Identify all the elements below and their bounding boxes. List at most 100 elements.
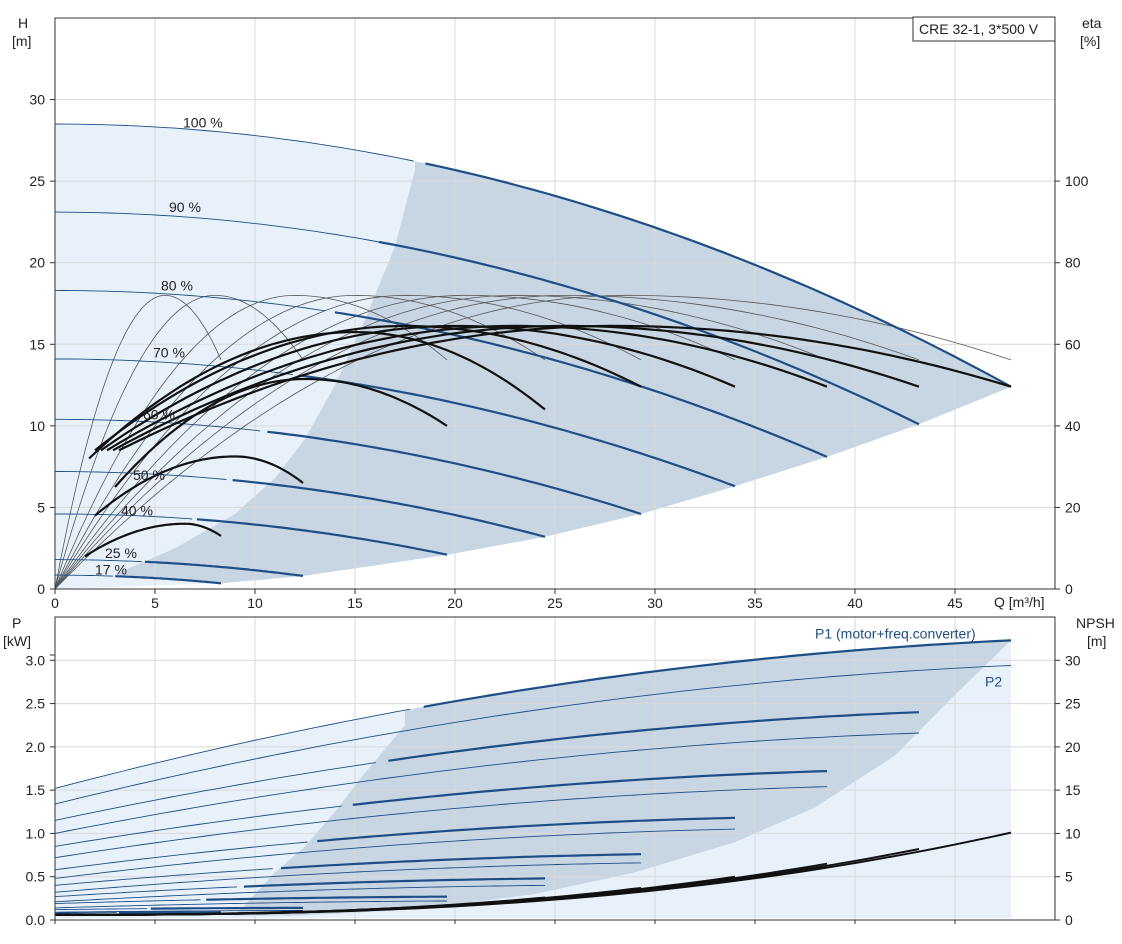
speed-label: 25 % xyxy=(105,545,137,561)
speed-curve-thin xyxy=(54,123,414,162)
speed-curve-thin xyxy=(55,559,142,563)
efficiency-curve xyxy=(106,324,828,452)
region-operating xyxy=(115,161,1011,584)
y-axis-title-left-line2: [m] xyxy=(12,33,31,49)
head-axes: 0 5 10 15 20 25 30 35 40 45 0 5 10 15 20 25 30 0 20 40 60 80 1… xyxy=(29,17,1089,611)
p1-curve-thin xyxy=(55,908,148,911)
p1-curve-thin xyxy=(54,708,411,789)
y-axis-title-right-line1: eta xyxy=(1082,15,1102,31)
speed-curve-thin xyxy=(55,471,227,480)
x-tick-label: 30 xyxy=(647,595,663,611)
npsh-curve xyxy=(55,910,304,916)
p1-curve-thin xyxy=(55,912,117,914)
p2-curve xyxy=(54,732,920,834)
p-tick-label: 1.5 xyxy=(26,782,46,798)
x-tick-label: 10 xyxy=(247,595,263,611)
efficiency-arcs xyxy=(54,294,1012,590)
y-tick-label: 10 xyxy=(29,418,45,434)
y-tick-label: 20 xyxy=(29,255,45,271)
npsh-axis-title-line1: NPSH xyxy=(1076,615,1115,631)
p2-curve xyxy=(54,884,545,903)
p-tick-label: 3.0 xyxy=(26,652,46,668)
power-regions xyxy=(55,640,1011,919)
p1-curve xyxy=(388,711,920,762)
p2-curve xyxy=(55,910,303,913)
efficiency-curve xyxy=(88,330,546,460)
legend-box: CRE 32-1, 3*500 V xyxy=(912,16,1056,42)
x-tick-label: 25 xyxy=(547,595,563,611)
p1-curve xyxy=(150,906,303,910)
npsh-tick-label: 25 xyxy=(1065,696,1081,712)
speed-label: 60 % xyxy=(143,406,175,422)
p1-curve-thin xyxy=(54,762,376,821)
y-right-tick-label: 0 xyxy=(1065,581,1073,597)
y-axis-title-left-line1: H xyxy=(18,15,28,31)
p1-curve xyxy=(423,639,1012,708)
y-tick-label: 5 xyxy=(37,499,45,515)
npsh-tick-label: 20 xyxy=(1065,739,1081,755)
speed-label: 70 % xyxy=(153,344,185,360)
head-labels: 100 % 90 % 80 % 70 % 60 % 50 % 40 % 25 %17 % xyxy=(95,114,223,577)
p-axis-title-line1: P xyxy=(12,615,21,631)
p2-curve xyxy=(54,900,447,909)
p2-curve xyxy=(54,665,1012,805)
p2-curve xyxy=(54,828,736,879)
speed-curve-thin xyxy=(55,358,294,376)
p-tick-label: 2.0 xyxy=(26,739,46,755)
p-tick-label: 2.5 xyxy=(26,696,46,712)
x-tick-label: 20 xyxy=(447,595,463,611)
p2-curve xyxy=(54,786,828,859)
efficiency-curve xyxy=(94,324,642,452)
speed-curve xyxy=(197,518,448,556)
efficiency-curve xyxy=(94,455,304,517)
npsh-curves xyxy=(55,831,1012,916)
p-tick-label: 0.0 xyxy=(26,912,46,928)
speed-curve-thin xyxy=(55,513,193,520)
x-tick-label: 40 xyxy=(847,595,863,611)
p1-curve xyxy=(206,895,448,901)
head-panel: 0 5 10 15 20 25 30 35 40 45 0 5 10 15 20 25 30 0 20 40 60 80 1… xyxy=(12,15,1102,611)
npsh-tick-label: 5 xyxy=(1065,869,1073,885)
speed-curve xyxy=(232,479,546,538)
y-right-tick-label: 60 xyxy=(1065,336,1081,352)
legend-box-text: CRE 32-1, 3*500 V xyxy=(919,21,1039,37)
y-tick-label: 0 xyxy=(37,581,45,597)
speed-curve xyxy=(378,240,920,426)
efficiency-arc xyxy=(54,295,222,590)
efficiency-arc xyxy=(54,294,828,590)
p1-curve xyxy=(280,853,642,870)
efficiency-curves xyxy=(84,324,1012,558)
efficiency-arc xyxy=(54,294,448,590)
speed-curve xyxy=(425,162,1012,388)
power-axes: 0.0 0.5 1.0 1.5 2.0 2.5 3.0 0 5 10 15 20 25 30 xyxy=(26,616,1081,928)
p1-curve xyxy=(352,770,828,806)
npsh-tick-label: 30 xyxy=(1065,652,1081,668)
speed-curve xyxy=(144,560,304,577)
x-tick-label: 5 xyxy=(151,595,159,611)
power-panel: 0.0 0.5 1.0 1.5 2.0 2.5 3.0 0 5 10 15 20 25 30 P1 (mo… xyxy=(3,615,1115,928)
p1-curve-thin xyxy=(54,868,273,886)
p2-curve xyxy=(54,862,642,893)
p-tick-label: 1.0 xyxy=(26,825,46,841)
npsh-axis-title-line2: [m] xyxy=(1087,633,1106,649)
speed-curves xyxy=(54,123,1012,585)
efficiency-curve xyxy=(84,522,222,558)
y-axis-title-right-line2: [%] xyxy=(1080,33,1100,49)
series-label: P1 (motor+freq.converter) xyxy=(815,626,976,642)
efficiency-curve xyxy=(100,324,736,452)
y-tick-label: 25 xyxy=(29,173,45,189)
p-axis-title-line2: [kW] xyxy=(3,633,31,649)
power-grid xyxy=(55,617,1055,920)
efficiency-arc xyxy=(54,295,304,590)
y-right-tick-label: 100 xyxy=(1065,173,1089,189)
p1-curve xyxy=(317,816,736,843)
speed-curve-thin xyxy=(54,289,326,312)
p1-curve-thin xyxy=(54,899,201,905)
efficiency-arc xyxy=(54,294,546,590)
speed-curve xyxy=(267,430,642,516)
speed-label: 100 % xyxy=(183,114,223,130)
speed-label: 40 % xyxy=(121,503,153,519)
speed-curve xyxy=(115,575,222,585)
p1-curve xyxy=(243,877,546,888)
efficiency-arc xyxy=(54,295,920,590)
